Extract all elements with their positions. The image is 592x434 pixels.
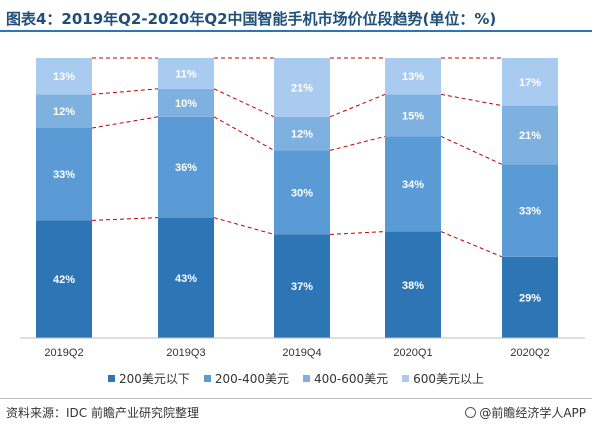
value-labels: 42% 33% 12% 13% 43% 36% 10% 11% 37% 30% 12% 21% 38% 3… <box>53 68 541 304</box>
bar-segment <box>385 231 441 338</box>
x-tick-label: 2019Q3 <box>166 347 205 359</box>
bar-segment <box>385 94 441 137</box>
legend-label: 200美元以下 <box>118 372 190 386</box>
connector-line <box>213 116 275 151</box>
data-label: 13% <box>53 71 75 83</box>
data-label: 12% <box>291 129 313 141</box>
data-label: 17% <box>519 77 541 89</box>
legend-label: 600美元以上 <box>413 372 485 386</box>
bar-segment <box>36 58 92 95</box>
legend: 200美元以下 200-400美元 400-600美元 600美元以上 <box>0 370 592 387</box>
bar-segment <box>158 58 214 89</box>
legend-swatch <box>402 375 410 382</box>
data-label: 12% <box>53 106 75 118</box>
bar-segment <box>274 116 330 151</box>
brand-text: @前瞻经济学人APP <box>479 406 586 420</box>
watermark-logo <box>555 193 589 227</box>
x-tick-label: 2020Q1 <box>393 347 432 359</box>
bar-segment <box>274 234 330 338</box>
connector-lines <box>91 57 503 258</box>
footer-rule <box>0 398 592 399</box>
data-label: 10% <box>175 98 197 110</box>
connector-line <box>91 217 159 221</box>
connector-line <box>213 88 275 118</box>
connector-line <box>329 135 386 151</box>
bar-segment <box>502 105 558 165</box>
connector-line <box>440 231 503 258</box>
title-rule <box>0 30 592 32</box>
connector-line <box>91 88 159 95</box>
brand-signature: @前瞻经济学人APP <box>465 404 586 421</box>
connector-line <box>329 93 386 118</box>
data-label: 36% <box>175 162 197 174</box>
brand-logo-icon <box>465 407 477 418</box>
data-label: 11% <box>175 68 197 80</box>
connector-line <box>440 135 503 165</box>
legend-swatch <box>107 375 115 382</box>
data-label: 21% <box>291 82 313 94</box>
data-label: 38% <box>402 280 424 292</box>
bar-segment <box>274 150 330 235</box>
legend-swatch <box>203 375 211 382</box>
bar-segment <box>158 88 214 117</box>
bar-segment <box>36 94 92 128</box>
bar-segment <box>158 116 214 218</box>
legend-swatch <box>303 375 310 382</box>
bar-segment <box>274 58 330 117</box>
watermark-logo <box>355 105 389 139</box>
x-tick-label: 2020Q2 <box>510 347 549 359</box>
legend-item: 200美元以下 <box>107 370 190 387</box>
data-label: 42% <box>53 274 75 286</box>
bars-group <box>36 58 558 338</box>
legend-item: 600美元以上 <box>402 370 484 387</box>
bar-segment <box>502 164 558 257</box>
data-label: 21% <box>519 130 541 142</box>
x-tick-label: 2019Q4 <box>282 347 321 359</box>
data-label: 37% <box>291 281 313 293</box>
watermark-logo <box>111 275 145 309</box>
legend-item: 400-600美元 <box>303 370 388 387</box>
legend-label: 200-400美元 <box>214 372 289 386</box>
legend-item: 200-400美元 <box>203 370 289 387</box>
bar-segment <box>385 58 441 95</box>
bar-segment <box>158 217 214 338</box>
data-label: 43% <box>175 273 197 285</box>
data-label: 13% <box>402 71 424 83</box>
data-label: 33% <box>53 169 75 181</box>
bar-segment <box>36 128 92 221</box>
x-tick-label: 2019Q2 <box>44 347 83 359</box>
bar-segment <box>502 256 558 338</box>
connector-line <box>440 93 503 107</box>
x-tick-labels: 2019Q2 2019Q3 2019Q4 2020Q1 2020Q2 <box>44 347 549 359</box>
data-label: 29% <box>519 292 541 304</box>
data-label: 33% <box>519 206 541 218</box>
connector-line <box>213 217 275 235</box>
source-note: 资料来源：IDC 前瞻产业研究院整理 <box>6 406 199 420</box>
bar-segment <box>36 220 92 338</box>
data-label: 15% <box>402 110 424 122</box>
connector-line <box>329 231 386 235</box>
data-label: 30% <box>291 187 313 199</box>
connector-line <box>91 116 159 129</box>
bar-segment <box>385 136 441 232</box>
bar-segment <box>502 58 558 106</box>
chart-title: 图表4：2019年Q2-2020年Q2中国智能手机市场价位段趋势(单位：%) <box>6 10 497 28</box>
data-label: 34% <box>402 179 424 191</box>
legend-label: 400-600美元 <box>314 372 389 386</box>
